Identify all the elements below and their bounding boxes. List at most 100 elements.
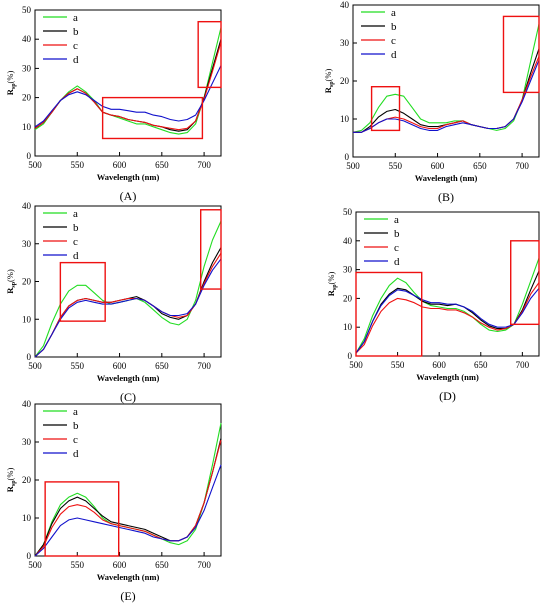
- series-line-d: [353, 59, 540, 133]
- y-axis-label-sub: sp: [11, 281, 17, 287]
- legend-label-a: a: [73, 208, 78, 220]
- series-line-c: [34, 252, 222, 358]
- x-tick-label: 500: [349, 360, 363, 370]
- plot-frame: [352, 4, 540, 158]
- series-line-a: [352, 23, 540, 133]
- series-line-a: [34, 27, 222, 135]
- legend-label-d: d: [73, 54, 79, 66]
- series-line-b: [34, 438, 222, 557]
- plot-frame: [34, 9, 222, 157]
- y-tick-label: 0: [27, 352, 32, 362]
- series-line-c: [355, 282, 540, 354]
- x-axis-label: Wavelength (nm): [97, 373, 160, 383]
- legend-label-c: c: [73, 40, 78, 52]
- highlight-box: [101, 96, 204, 140]
- y-axis-label-unit: (%): [5, 71, 15, 84]
- x-tick-label: 500: [346, 161, 360, 171]
- x-tick-label: 550: [389, 161, 403, 171]
- highlight-box: [59, 261, 106, 322]
- y-tick-label: 30: [343, 265, 353, 275]
- chart-panel: 500 550 600 650 700 0 10 20 30 40 50 Wavelength (nm…: [5, 5, 222, 203]
- y-axis-label-unit: (%): [323, 69, 333, 82]
- legend-label-c: c: [394, 242, 399, 254]
- legend-label-d: d: [73, 250, 79, 262]
- y-axis-label: Rsp(%): [326, 272, 338, 297]
- x-tick-label: 650: [155, 361, 169, 371]
- plot-frame: [355, 211, 540, 357]
- y-axis-label-sub: sp: [332, 284, 338, 290]
- highlight-box: [44, 481, 120, 557]
- legend-label-a: a: [73, 406, 78, 418]
- legend-label-b: b: [391, 21, 397, 33]
- series-line-b: [355, 270, 540, 354]
- legend-label-d: d: [394, 256, 400, 268]
- legend-label-b: b: [73, 26, 79, 38]
- x-axis-label: Wavelength (nm): [97, 172, 160, 182]
- y-axis-label-unit: (%): [326, 272, 336, 285]
- x-tick-label: 650: [155, 560, 169, 570]
- x-tick-label: 500: [28, 361, 42, 371]
- highlight-box: [510, 240, 540, 326]
- y-tick-label: 10: [22, 122, 32, 132]
- x-tick-label: 600: [432, 360, 446, 370]
- series-line-d: [34, 258, 222, 358]
- legend-label-b: b: [394, 228, 400, 240]
- y-tick-label: 40: [22, 34, 32, 44]
- x-axis-label: Wavelength (nm): [97, 572, 160, 582]
- y-tick-label: 0: [345, 152, 350, 162]
- y-tick-label: 10: [22, 513, 32, 523]
- x-tick-label: 700: [197, 361, 211, 371]
- series-line-a: [34, 422, 222, 557]
- y-tick-label: 20: [340, 76, 350, 86]
- panel-label: (D): [439, 389, 456, 403]
- legend-label-d: d: [391, 49, 397, 61]
- legend-label-a: a: [391, 7, 396, 19]
- x-tick-label: 550: [71, 361, 85, 371]
- x-tick-label: 600: [113, 361, 127, 371]
- series-line-c: [34, 439, 222, 557]
- y-axis-label-sub: sp: [11, 83, 17, 89]
- y-axis-label-unit: (%): [5, 269, 15, 282]
- x-tick-label: 700: [197, 160, 211, 170]
- legend-label-c: c: [73, 434, 78, 446]
- series-line-d: [34, 464, 222, 557]
- chart-panel: 500 550 600 650 700 0 10 20 30 40 Wavelength (nm) R…: [5, 399, 222, 603]
- x-tick-label: 700: [197, 560, 211, 570]
- y-tick-label: 30: [22, 437, 32, 447]
- panel-label: (E): [120, 589, 135, 603]
- y-tick-label: 0: [27, 551, 32, 561]
- y-axis-label: Rsp(%): [323, 69, 335, 94]
- y-tick-label: 20: [343, 293, 353, 303]
- legend-label-b: b: [73, 420, 79, 432]
- highlight-box: [502, 15, 540, 94]
- panel-label: (C): [120, 390, 136, 404]
- y-tick-label: 30: [340, 38, 350, 48]
- panel-label: (A): [120, 189, 137, 203]
- y-tick-label: 30: [22, 63, 32, 73]
- x-tick-label: 700: [515, 161, 529, 171]
- y-tick-label: 40: [340, 0, 350, 10]
- y-tick-label: 10: [340, 114, 350, 124]
- series-line-c: [34, 41, 222, 131]
- x-tick-label: 650: [474, 360, 488, 370]
- y-tick-label: 40: [22, 399, 32, 409]
- y-axis-label-sub: sp: [11, 480, 17, 486]
- y-tick-label: 40: [343, 236, 353, 246]
- y-axis-label: Rsp(%): [5, 269, 17, 294]
- legend-label-a: a: [394, 214, 399, 226]
- y-axis-label-unit: (%): [5, 468, 15, 481]
- x-tick-label: 600: [431, 161, 445, 171]
- panel-label: (B): [438, 190, 454, 204]
- y-tick-label: 30: [22, 239, 32, 249]
- x-tick-label: 600: [113, 560, 127, 570]
- x-tick-label: 550: [391, 360, 405, 370]
- highlight-box: [197, 20, 222, 89]
- y-tick-label: 20: [22, 93, 32, 103]
- y-axis-label: Rsp(%): [5, 468, 17, 493]
- x-tick-label: 550: [71, 160, 85, 170]
- legend-label-a: a: [73, 12, 78, 24]
- y-axis-label-sub: sp: [329, 81, 335, 87]
- legend-label-b: b: [73, 222, 79, 234]
- y-tick-label: 40: [22, 201, 32, 211]
